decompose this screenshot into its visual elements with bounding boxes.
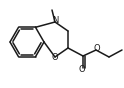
Text: O: O: [79, 65, 85, 75]
Text: N: N: [52, 16, 59, 25]
Text: O: O: [94, 44, 100, 53]
Text: O: O: [51, 53, 58, 62]
